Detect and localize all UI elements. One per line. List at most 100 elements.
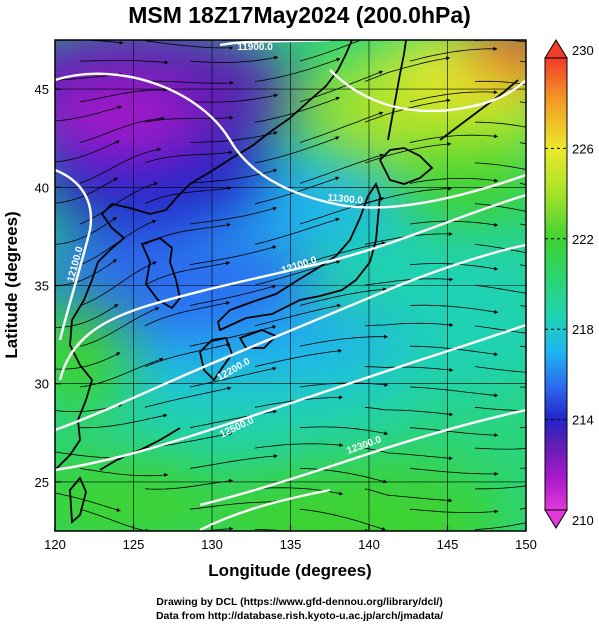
- streamline: [409, 427, 499, 438]
- streamline: [520, 556, 599, 591]
- streamline: [410, 6, 497, 20]
- streamline: [474, 162, 526, 170]
- y-tick-label: 30: [35, 377, 49, 392]
- streamline: [474, 366, 526, 373]
- streamline: [474, 284, 526, 294]
- streamline: [79, 87, 168, 103]
- contour-line: [199, 488, 331, 531]
- y-axis-ticks: 25 30 35 40 45: [35, 82, 61, 490]
- streamline: [254, 348, 343, 367]
- streamline: [144, 150, 233, 164]
- x-tick-label: 125: [123, 537, 145, 552]
- x-tick-label: 145: [437, 537, 459, 552]
- coast-kurils: [439, 79, 519, 141]
- streamline: [189, 245, 277, 266]
- streamline: [364, 277, 454, 286]
- x-axis-label: Longitude (degrees): [208, 561, 371, 580]
- credit-data: Data from http://database.rish.kyoto-u.a…: [155, 610, 444, 622]
- streamline: [189, 454, 278, 469]
- contour-label: 11900.0: [237, 42, 273, 53]
- streamline: [254, 529, 288, 531]
- colorbar-body: [544, 57, 568, 511]
- coast-ryukyu: [99, 427, 181, 471]
- streamline: [144, 301, 231, 327]
- streamline: [409, 90, 498, 103]
- streamline: [189, 366, 277, 388]
- credit-drawing: Drawing by DCL (https://www.gfd-dennou.o…: [156, 596, 443, 608]
- colorbar-ticks: 210 214 218 222 226 230: [545, 43, 594, 528]
- coast-honshu: [217, 181, 381, 332]
- streamline: [474, 447, 526, 450]
- streamline: [189, 284, 277, 306]
- streamline: [299, 382, 389, 388]
- streamline: [364, 40, 368, 42]
- streamline: [144, 386, 232, 408]
- colorbar-top-triangle: [544, 39, 568, 59]
- streamline: [254, 443, 344, 449]
- streamline: [364, 322, 454, 327]
- contour-line: [55, 323, 526, 472]
- colorbar-bottom-triangle: [544, 509, 568, 529]
- map-title: MSM 18Z17May2024 (200.0hPa): [128, 2, 471, 28]
- streamline: [55, 492, 121, 512]
- streamline: [299, 468, 388, 484]
- colorbar-tick-label: 222: [572, 232, 594, 247]
- streamline: [299, 111, 384, 143]
- streamline: [189, 93, 279, 103]
- streamline: [35, 0, 122, 11]
- streamline: [254, 136, 340, 164]
- x-axis-ticks: 120 125 130 135 140 145 150: [44, 525, 537, 552]
- y-axis-label: Latitude (degrees): [2, 211, 21, 358]
- streamline: [409, 178, 499, 184]
- streamline: [254, 40, 265, 42]
- streamline: [144, 115, 234, 123]
- x-tick-label: 135: [280, 537, 302, 552]
- coast-sakhalin: [387, 40, 407, 141]
- streamline: [299, 196, 385, 225]
- x-tick-label: 140: [358, 537, 380, 552]
- streamline: [189, 206, 278, 225]
- streamline: [410, 583, 497, 591]
- streamline: [55, 105, 122, 122]
- streamline: [80, 550, 159, 587]
- coast-taiwan: [69, 476, 87, 524]
- streamline: [79, 357, 164, 388]
- streamline: [189, 131, 278, 143]
- streamline: [55, 177, 118, 204]
- height-contours: [55, 40, 526, 531]
- streamline: [79, 508, 149, 531]
- y-tick-label: 35: [35, 279, 49, 294]
- streamline: [475, 485, 526, 490]
- streamline: [299, 334, 388, 347]
- streamline: [79, 60, 169, 65]
- streamline: [80, 413, 168, 429]
- x-tick-label: 150: [515, 537, 537, 552]
- streamline: [475, 0, 562, 5]
- streamline: [55, 217, 117, 245]
- x-tick-label: 120: [44, 537, 66, 552]
- streamline: [79, 181, 159, 225]
- streamline: [79, 261, 157, 306]
- streamline: [145, 0, 232, 12]
- streamline: [79, 116, 165, 143]
- coast-russia: [189, 40, 353, 185]
- coast-china-korea: [55, 183, 191, 471]
- contour-line: [55, 168, 93, 341]
- streamline: [144, 80, 234, 85]
- streamline: [144, 478, 234, 490]
- streamline: [409, 46, 498, 62]
- streamline: [55, 451, 123, 461]
- wind-streamlines: [35, 0, 599, 591]
- streamline: [409, 134, 499, 143]
- streamline: [300, 0, 383, 20]
- coast-kyushu: [199, 337, 234, 382]
- colorbar-tick-label: 214: [572, 413, 594, 428]
- y-tick-label: 45: [35, 82, 49, 97]
- streamline: [79, 307, 160, 347]
- y-tick-label: 25: [35, 475, 49, 490]
- colorbar-tick-label: 226: [572, 141, 594, 156]
- streamline: [474, 203, 526, 212]
- streamline: [475, 121, 526, 128]
- coast-korea: [140, 236, 181, 310]
- streamline: [409, 468, 499, 476]
